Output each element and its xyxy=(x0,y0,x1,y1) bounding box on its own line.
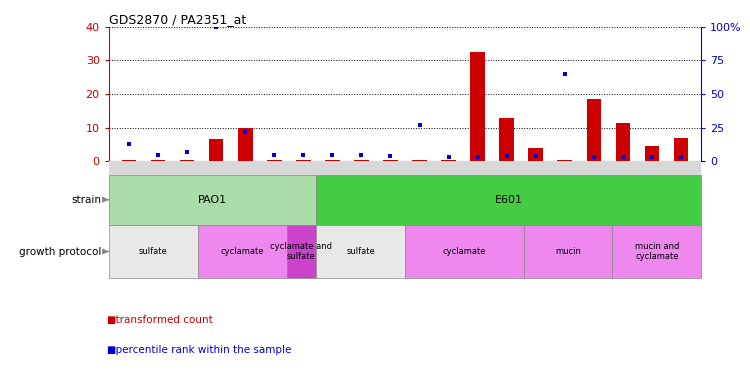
Point xyxy=(356,152,368,158)
Text: GDS2870 / PA2351_at: GDS2870 / PA2351_at xyxy=(109,13,246,26)
Point xyxy=(182,149,194,155)
Text: PAO1: PAO1 xyxy=(198,195,227,205)
Point xyxy=(530,153,542,159)
Bar xyxy=(529,148,543,161)
Bar xyxy=(470,52,484,161)
Bar xyxy=(238,128,253,161)
Bar xyxy=(616,122,630,161)
Point xyxy=(239,129,251,135)
Point xyxy=(559,71,571,77)
Point xyxy=(646,154,658,161)
Text: percentile rank within the sample: percentile rank within the sample xyxy=(109,345,291,355)
Point xyxy=(413,122,425,128)
Bar xyxy=(441,160,456,161)
Point xyxy=(123,141,135,147)
Text: E601: E601 xyxy=(495,195,523,205)
Bar xyxy=(586,99,601,161)
Point xyxy=(326,152,338,158)
Text: growth protocol: growth protocol xyxy=(19,247,101,257)
Text: cyclamate: cyclamate xyxy=(220,247,264,256)
Text: ■: ■ xyxy=(106,314,116,324)
Text: mucin and
cyclamate: mucin and cyclamate xyxy=(634,242,679,261)
Point xyxy=(385,153,397,159)
Bar xyxy=(644,146,659,161)
Bar xyxy=(209,139,224,161)
Bar xyxy=(413,160,427,161)
Text: ■: ■ xyxy=(106,345,116,355)
Point xyxy=(297,152,309,158)
Bar xyxy=(180,160,194,161)
Point xyxy=(588,154,600,161)
Bar xyxy=(122,160,136,161)
Point xyxy=(472,154,484,161)
Bar xyxy=(383,160,398,161)
Point xyxy=(152,152,164,158)
Text: cyclamate and
sulfate: cyclamate and sulfate xyxy=(270,242,332,261)
Text: cyclamate: cyclamate xyxy=(442,247,486,256)
Bar xyxy=(296,160,310,161)
Point xyxy=(210,24,222,30)
Point xyxy=(268,152,280,158)
Bar xyxy=(267,160,281,161)
Bar xyxy=(354,160,369,161)
Bar xyxy=(674,138,688,161)
Text: sulfate: sulfate xyxy=(139,247,167,256)
Text: strain: strain xyxy=(71,195,101,205)
Point xyxy=(501,153,513,159)
Text: transformed count: transformed count xyxy=(109,314,212,324)
Text: mucin: mucin xyxy=(555,247,580,256)
Point xyxy=(675,154,687,161)
Point xyxy=(616,154,628,161)
Bar xyxy=(151,160,166,161)
Point xyxy=(442,154,454,161)
Bar xyxy=(500,118,514,161)
Text: sulfate: sulfate xyxy=(346,247,375,256)
Bar xyxy=(326,160,340,161)
Bar xyxy=(557,160,572,161)
